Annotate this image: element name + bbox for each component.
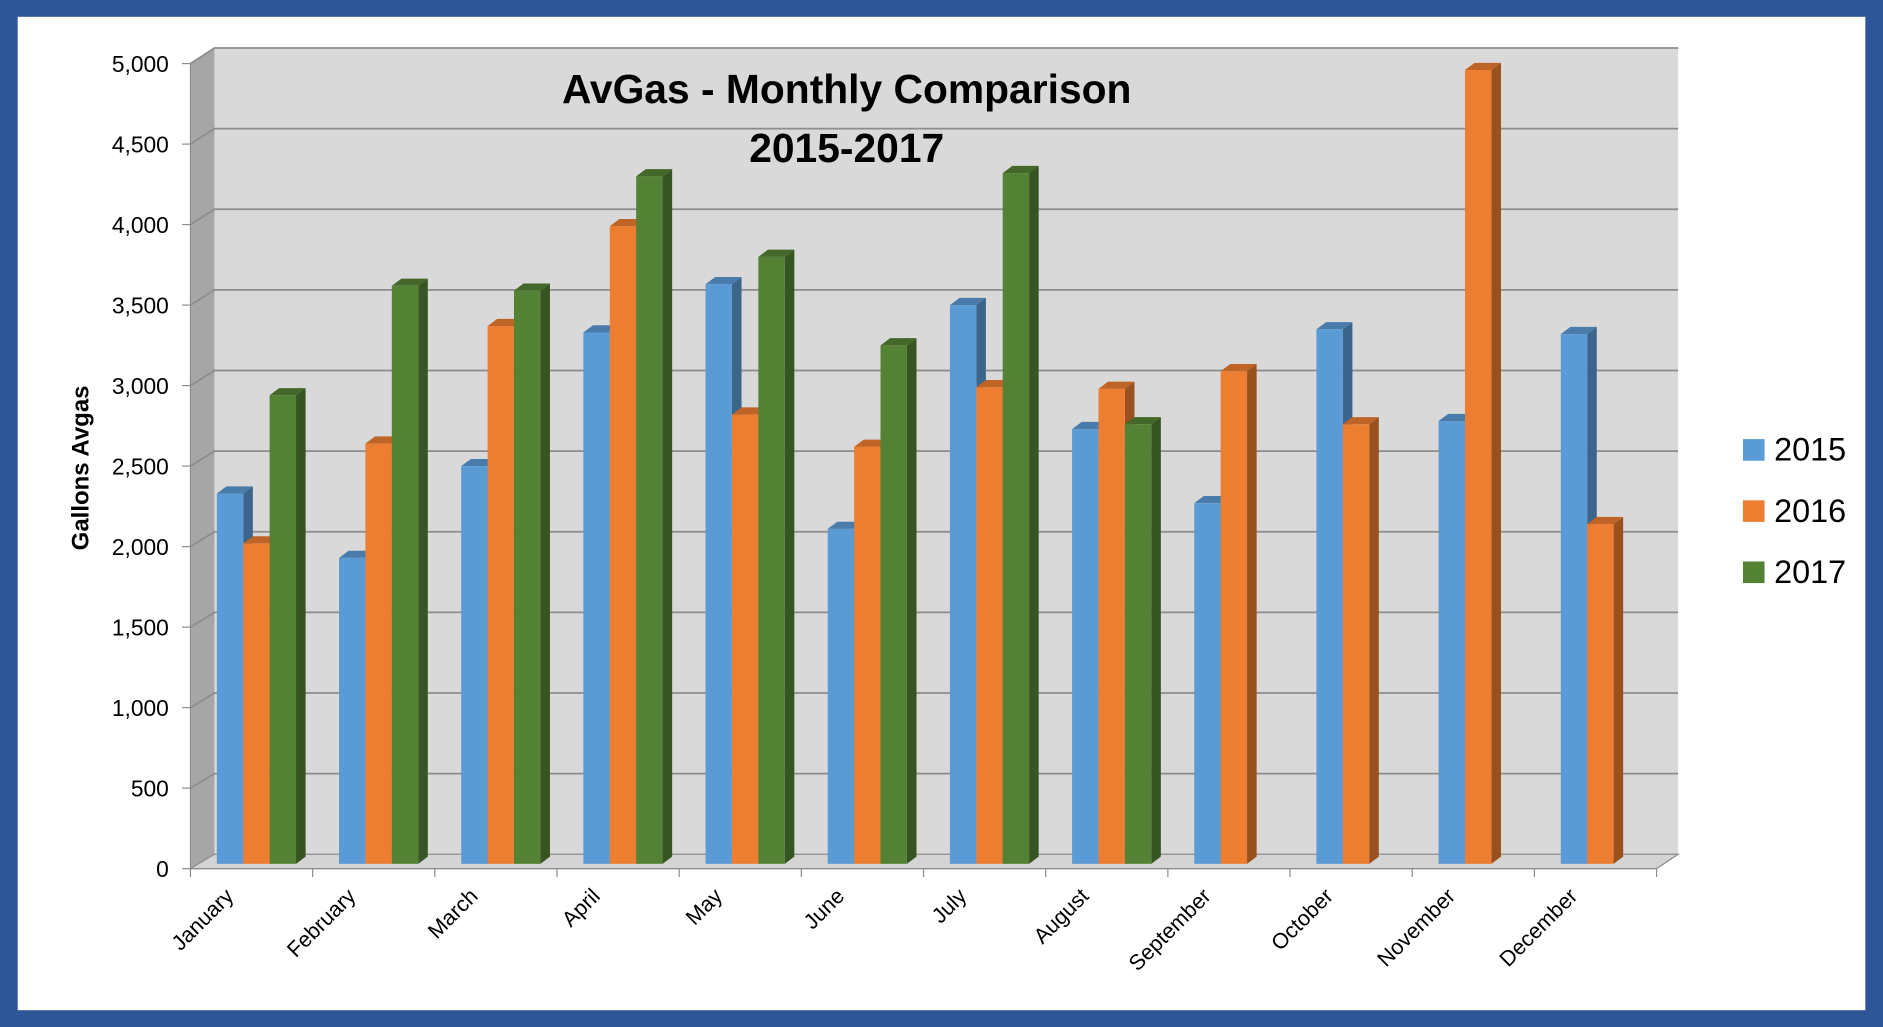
bar-top (949, 297, 986, 306)
bar-top (269, 388, 306, 396)
grid-line (189, 127, 1679, 145)
bar (1002, 173, 1030, 864)
chart-subtitle: 2015-2017 (749, 125, 944, 171)
bar (827, 528, 855, 864)
bar-side (1369, 417, 1379, 864)
bar (216, 493, 244, 864)
bar-side (1247, 363, 1257, 864)
grid-line (189, 611, 1679, 628)
y-tick-label: 3,500 (112, 292, 169, 318)
y-tick-label: 2,500 (112, 454, 169, 480)
bar-side (540, 283, 550, 864)
bar (365, 443, 392, 864)
bar-side (418, 278, 428, 864)
bar (1194, 503, 1221, 864)
grid-line (189, 369, 1679, 387)
bar (758, 256, 785, 864)
bar-top (705, 277, 742, 285)
bar-top (513, 283, 550, 291)
bar (636, 176, 663, 864)
bar-top (636, 169, 673, 177)
bar (513, 290, 541, 864)
bar (854, 446, 881, 864)
grid-line (189, 692, 1679, 709)
bar (1220, 371, 1248, 864)
grid-line (189, 208, 1679, 226)
y-tick-label: 500 (131, 776, 169, 802)
legend-swatch (1742, 439, 1765, 461)
bar-top (1464, 62, 1501, 71)
grid-line (189, 288, 1679, 306)
legend-label: 2016 (1774, 493, 1846, 529)
bar (609, 226, 637, 864)
legend-label: 2017 (1774, 554, 1846, 590)
bar-top (1124, 417, 1161, 425)
bars (216, 62, 1624, 864)
bar-side (1029, 165, 1039, 864)
bar (880, 345, 907, 864)
bar-side (784, 249, 795, 864)
bar (1124, 424, 1152, 864)
bar (1438, 421, 1465, 864)
bar (269, 395, 297, 864)
bar (339, 557, 366, 864)
bar-side (1491, 62, 1501, 864)
bar (1587, 524, 1614, 864)
bar (1316, 329, 1343, 864)
grid-line (189, 530, 1679, 548)
legend-label: 2015 (1774, 432, 1846, 468)
y-tick-label: 1,500 (112, 615, 169, 641)
bar (1342, 424, 1370, 864)
bar (243, 543, 270, 864)
bar-top (1220, 363, 1257, 372)
bar-top (758, 249, 795, 257)
bar (949, 305, 977, 864)
bar (731, 414, 759, 864)
bar-top (1316, 322, 1353, 330)
grid-line (189, 47, 1679, 65)
bar (976, 387, 1003, 864)
bar-top (880, 338, 917, 346)
bar-side (662, 169, 673, 864)
bar (1098, 388, 1125, 864)
bar (583, 332, 610, 864)
y-tick-label: 1,000 (112, 695, 169, 721)
grid (182, 47, 1679, 878)
bar (705, 284, 732, 864)
bar-top (1560, 326, 1597, 335)
bar (461, 466, 488, 864)
bar-top (1342, 417, 1379, 425)
bar-top (391, 278, 428, 286)
y-tick-label: 3,000 (112, 373, 169, 399)
y-tick-label: 5,000 (112, 51, 169, 77)
bar-side (1151, 417, 1161, 864)
bar (487, 326, 514, 864)
bar (1072, 429, 1099, 864)
bar-top (216, 486, 253, 494)
bar (1464, 70, 1492, 864)
bar (1560, 334, 1588, 864)
legend-swatch (1742, 561, 1765, 584)
y-axis-label: Gallons Avgas (67, 385, 94, 550)
bar (391, 285, 419, 864)
bar-top (1002, 165, 1039, 174)
y-tick-label: 4,000 (112, 212, 169, 238)
chart-title: AvGas - Monthly Comparison (562, 66, 1131, 112)
grid-line (189, 772, 1679, 789)
grid-line (189, 450, 1679, 467)
legend-swatch (1742, 500, 1765, 522)
bar-side (1613, 516, 1624, 864)
bar-top (1587, 516, 1624, 525)
y-tick-label: 4,500 (112, 131, 169, 157)
bar-side (296, 388, 306, 864)
y-tick-label: 0 (156, 856, 169, 882)
bar-side (906, 338, 917, 864)
bar-top (1098, 381, 1135, 389)
y-tick-label: 2,000 (112, 534, 169, 560)
